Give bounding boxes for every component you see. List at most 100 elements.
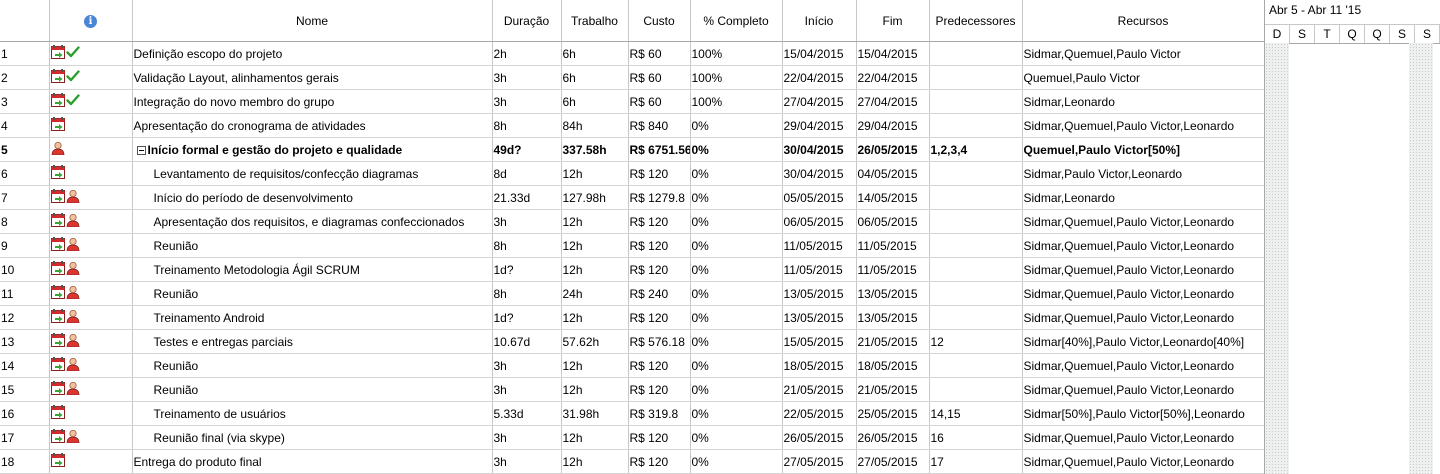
task-name-cell[interactable]: Apresentação do cronograma de atividades [132,113,493,138]
task-work-cell[interactable]: 337.58h [561,137,629,162]
task-work-cell[interactable]: 12h [561,305,629,330]
task-work-cell[interactable]: 84h [561,113,629,138]
row-number[interactable]: 14 [0,353,50,378]
task-duration-cell[interactable]: 8h [492,113,562,138]
task-work-cell[interactable]: 12h [561,209,629,234]
task-work-cell[interactable]: 6h [561,41,629,66]
task-predecessors-cell[interactable] [929,209,1023,234]
task-duration-cell[interactable]: 3h [492,353,562,378]
task-work-cell[interactable]: 57.62h [561,329,629,354]
task-start-cell[interactable]: 26/05/2015 [782,425,857,450]
task-finish-cell[interactable]: 21/05/2015 [856,377,930,402]
task-start-cell[interactable]: 15/05/2015 [782,329,857,354]
task-name-cell[interactable]: Reunião [132,353,493,378]
task-name-cell[interactable]: Reunião final (via skype) [132,425,493,450]
task-work-cell[interactable]: 31.98h [561,401,629,426]
task-percent-cell[interactable]: 0% [690,329,783,354]
row-number[interactable]: 6 [0,161,50,186]
task-work-cell[interactable]: 24h [561,281,629,306]
row-number[interactable]: 17 [0,425,50,450]
task-percent-cell[interactable]: 0% [690,209,783,234]
task-cost-cell[interactable]: R$ 1279.8 [628,185,691,210]
task-duration-cell[interactable]: 1d? [492,257,562,282]
column-header-duration[interactable]: Duração [492,0,562,42]
task-cost-cell[interactable]: R$ 120 [628,209,691,234]
task-start-cell[interactable]: 27/05/2015 [782,449,857,474]
task-predecessors-cell[interactable]: 12 [929,329,1023,354]
task-resources-cell[interactable]: Sidmar,Quemuel,Paulo Victor [1022,41,1264,66]
task-cost-cell[interactable]: R$ 120 [628,161,691,186]
task-start-cell[interactable]: 29/04/2015 [782,113,857,138]
column-header-indicators[interactable]: i [49,0,133,42]
task-finish-cell[interactable]: 26/05/2015 [856,137,930,162]
task-cost-cell[interactable]: R$ 120 [628,305,691,330]
task-finish-cell[interactable]: 29/04/2015 [856,113,930,138]
task-predecessors-cell[interactable]: 17 [929,449,1023,474]
task-cost-cell[interactable]: R$ 60 [628,41,691,66]
task-cost-cell[interactable]: R$ 120 [628,353,691,378]
task-name-cell[interactable]: Reunião [132,281,493,306]
task-duration-cell[interactable]: 10.67d [492,329,562,354]
task-percent-cell[interactable]: 0% [690,185,783,210]
task-duration-cell[interactable]: 1d? [492,305,562,330]
task-percent-cell[interactable]: 100% [690,41,783,66]
table-row[interactable]: 4 Apresentação do cronograma de atividade… [0,113,1264,138]
collapse-toggle-icon[interactable] [136,145,146,155]
task-duration-cell[interactable]: 8h [492,233,562,258]
task-work-cell[interactable]: 127.98h [561,185,629,210]
task-start-cell[interactable]: 15/04/2015 [782,41,857,66]
task-resources-cell[interactable]: Sidmar,Quemuel,Paulo Victor,Leonardo [1022,377,1264,402]
task-start-cell[interactable]: 13/05/2015 [782,281,857,306]
task-start-cell[interactable]: 06/05/2015 [782,209,857,234]
row-number[interactable]: 3 [0,89,50,114]
task-work-cell[interactable]: 6h [561,89,629,114]
task-start-cell[interactable]: 22/05/2015 [782,401,857,426]
task-duration-cell[interactable]: 3h [492,449,562,474]
task-name-cell[interactable]: Apresentação dos requisitos, e diagramas… [132,209,493,234]
task-finish-cell[interactable]: 04/05/2015 [856,161,930,186]
table-row[interactable]: 8 Apresentação dos requisitos, e diagrama… [0,209,1264,234]
task-resources-cell[interactable]: Sidmar,Quemuel,Paulo Victor,Leonardo [1022,449,1264,474]
table-row[interactable]: 10 Treinamento Metodologia Ágil SCRUM 1d? 1… [0,257,1264,282]
task-name-cell[interactable]: Reunião [132,233,493,258]
task-finish-cell[interactable]: 27/05/2015 [856,449,930,474]
row-number[interactable]: 8 [0,209,50,234]
table-row[interactable]: 9 Reunião 8h 12h R$ 120 0% 11/05/2015 11/05/201… [0,233,1264,258]
task-duration-cell[interactable]: 3h [492,89,562,114]
task-duration-cell[interactable]: 8h [492,281,562,306]
task-resources-cell[interactable]: Sidmar,Quemuel,Paulo Victor,Leonardo [1022,425,1264,450]
task-predecessors-cell[interactable] [929,185,1023,210]
task-start-cell[interactable]: 22/04/2015 [782,65,857,90]
table-row[interactable]: 17 Reunião final (via skype) 3h 12h R$ 120 0%… [0,425,1264,450]
task-resources-cell[interactable]: Quemuel,Paulo Victor [1022,65,1264,90]
task-cost-cell[interactable]: R$ 319.8 [628,401,691,426]
task-predecessors-cell[interactable] [929,305,1023,330]
task-name-cell[interactable]: Integração do novo membro do grupo [132,89,493,114]
row-number[interactable]: 4 [0,113,50,138]
task-finish-cell[interactable]: 21/05/2015 [856,329,930,354]
table-row[interactable]: 14 Reunião 3h 12h R$ 120 0% 18/05/2015 18/05/20… [0,353,1264,378]
task-predecessors-cell[interactable] [929,281,1023,306]
task-predecessors-cell[interactable] [929,353,1023,378]
task-resources-cell[interactable]: Sidmar,Quemuel,Paulo Victor,Leonardo [1022,257,1264,282]
table-row[interactable]: 13 Testes e entregas parciais 10.67d 57.62h… [0,329,1264,354]
task-cost-cell[interactable]: R$ 576.18 [628,329,691,354]
column-header-start[interactable]: Início [782,0,857,42]
task-resources-cell[interactable]: Sidmar[40%],Paulo Victor,Leonardo[40%] [1022,329,1264,354]
task-work-cell[interactable]: 12h [561,425,629,450]
task-predecessors-cell[interactable] [929,377,1023,402]
task-name-cell[interactable]: Início formal e gestão do projeto e qual… [132,137,493,162]
task-finish-cell[interactable]: 11/05/2015 [856,257,930,282]
row-number[interactable]: 1 [0,41,50,66]
task-percent-cell[interactable]: 0% [690,113,783,138]
table-row[interactable]: 5 Início formal e gestão do projeto e qua… [0,137,1264,162]
task-duration-cell[interactable]: 49d? [492,137,562,162]
task-start-cell[interactable]: 30/04/2015 [782,137,857,162]
row-number[interactable]: 7 [0,185,50,210]
task-finish-cell[interactable]: 26/05/2015 [856,425,930,450]
table-row[interactable]: 6 Levantamento de requisitos/confecção di… [0,161,1264,186]
row-number[interactable]: 18 [0,449,50,474]
task-start-cell[interactable]: 05/05/2015 [782,185,857,210]
row-number[interactable]: 5 [0,137,50,162]
